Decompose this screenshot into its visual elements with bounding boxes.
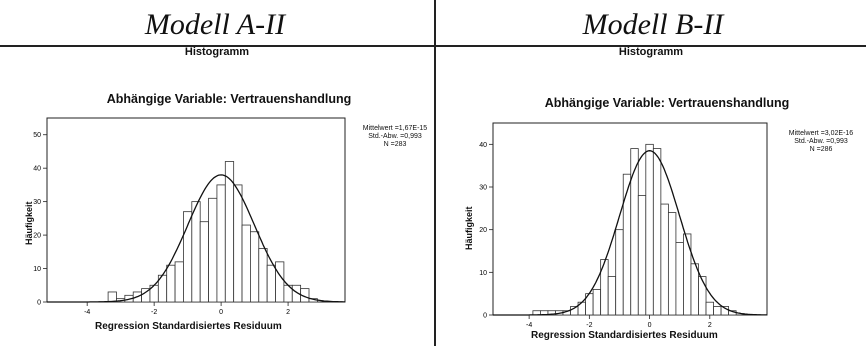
y-tick-label: 30 — [479, 185, 487, 192]
panel-divider — [434, 0, 436, 346]
histogram-bar — [199, 221, 209, 303]
y-tick-label: 40 — [33, 166, 41, 173]
histogram-bar — [698, 276, 707, 316]
panel-model-a: Modell A-II Histogramm Abhängige Variabl… — [24, 8, 435, 332]
stat-mean: Mittelwert =3,02E-16 — [788, 130, 854, 137]
y-tick-label: 20 — [33, 233, 41, 240]
x-axis-label: Regression Standardisiertes Residuum — [531, 330, 718, 341]
histogram-bar — [622, 173, 632, 316]
histogram-bar — [208, 197, 218, 303]
y-tick-label: 20 — [479, 227, 487, 234]
panel-model-b: Modell B-II Histogramm Abhängige Variabl… — [436, 0, 866, 346]
stat-mean: Mittelwert =1,67E-15 — [362, 125, 428, 132]
model-title: Modell B-II — [582, 8, 724, 41]
normal-curve — [47, 174, 345, 303]
x-tick-label: -2 — [151, 309, 157, 316]
x-tick-label: 2 — [708, 322, 712, 329]
histogram-bar — [216, 184, 226, 303]
x-tick-label: 0 — [648, 322, 652, 329]
x-tick-label: -2 — [586, 322, 592, 329]
histogram-bar — [174, 261, 184, 303]
stat-sd: Std.-Abw. =0,993 — [368, 133, 422, 140]
histogram-bar — [233, 184, 243, 303]
stat-n: N =283 — [383, 141, 407, 148]
histogram-bar — [615, 229, 624, 316]
stats-box: Mittelwert =3,02E-16 Std.-Abw. =0,993 N … — [776, 130, 866, 154]
y-tick-label: 40 — [479, 142, 487, 149]
histogram-label: Histogramm — [618, 46, 684, 58]
stat-sd: Std.-Abw. =0,993 — [794, 138, 848, 145]
histogram-bar — [266, 264, 276, 303]
histogram-bar — [675, 242, 684, 316]
histogram-bar — [667, 212, 677, 316]
histogram-chart: 0 10 20 30 40 50 -4 -2 0 2 — [33, 117, 346, 316]
histogram-bar — [191, 201, 201, 303]
histogram-bar — [275, 261, 285, 303]
histogram-bar — [652, 148, 662, 316]
histogram-bar — [107, 291, 117, 303]
histogram-bar — [660, 203, 669, 316]
histogram-bar — [637, 195, 647, 316]
normal-curve — [493, 150, 767, 316]
histogram-label: Histogramm — [184, 46, 250, 58]
histogram-bar — [630, 148, 639, 316]
x-axis-label: Regression Standardisiertes Residuum — [95, 321, 282, 332]
x-tick-label: -4 — [84, 309, 90, 316]
chart-subtitle: Abhängige Variable: Vertrauenshandlung — [106, 92, 352, 106]
histogram-bar — [645, 143, 654, 316]
histogram-bar — [258, 248, 268, 303]
header-divider — [0, 45, 866, 47]
histogram-bar — [607, 276, 617, 316]
histogram-bar — [592, 288, 602, 316]
histogram-chart: 0 10 20 30 40 -4 -2 0 2 — [479, 122, 768, 329]
histogram-bar — [166, 264, 176, 303]
chart-subtitle: Abhängige Variable: Vertrauenshandlung — [544, 96, 790, 110]
y-tick-label: 30 — [33, 199, 41, 206]
y-tick-label: 10 — [33, 266, 41, 273]
y-tick-label: 0 — [483, 313, 487, 320]
stat-n: N =286 — [809, 146, 833, 153]
histogram-bar — [713, 306, 722, 316]
model-title: Modell A-II — [144, 8, 286, 41]
histogram-bar — [683, 233, 692, 316]
x-tick-label: -4 — [526, 322, 532, 329]
histogram-bar — [241, 224, 251, 303]
y-tick-label: 10 — [479, 270, 487, 277]
histogram-bar — [690, 263, 699, 316]
y-tick-label: 0 — [37, 300, 41, 307]
histogram-bar — [705, 301, 714, 316]
histogram-bar — [250, 231, 260, 303]
x-tick-label: 2 — [286, 309, 290, 316]
x-tick-label: 0 — [219, 309, 223, 316]
stats-box: Mittelwert =1,67E-15 Std.-Abw. =0,993 N … — [355, 125, 435, 149]
y-tick-label: 50 — [33, 132, 41, 139]
